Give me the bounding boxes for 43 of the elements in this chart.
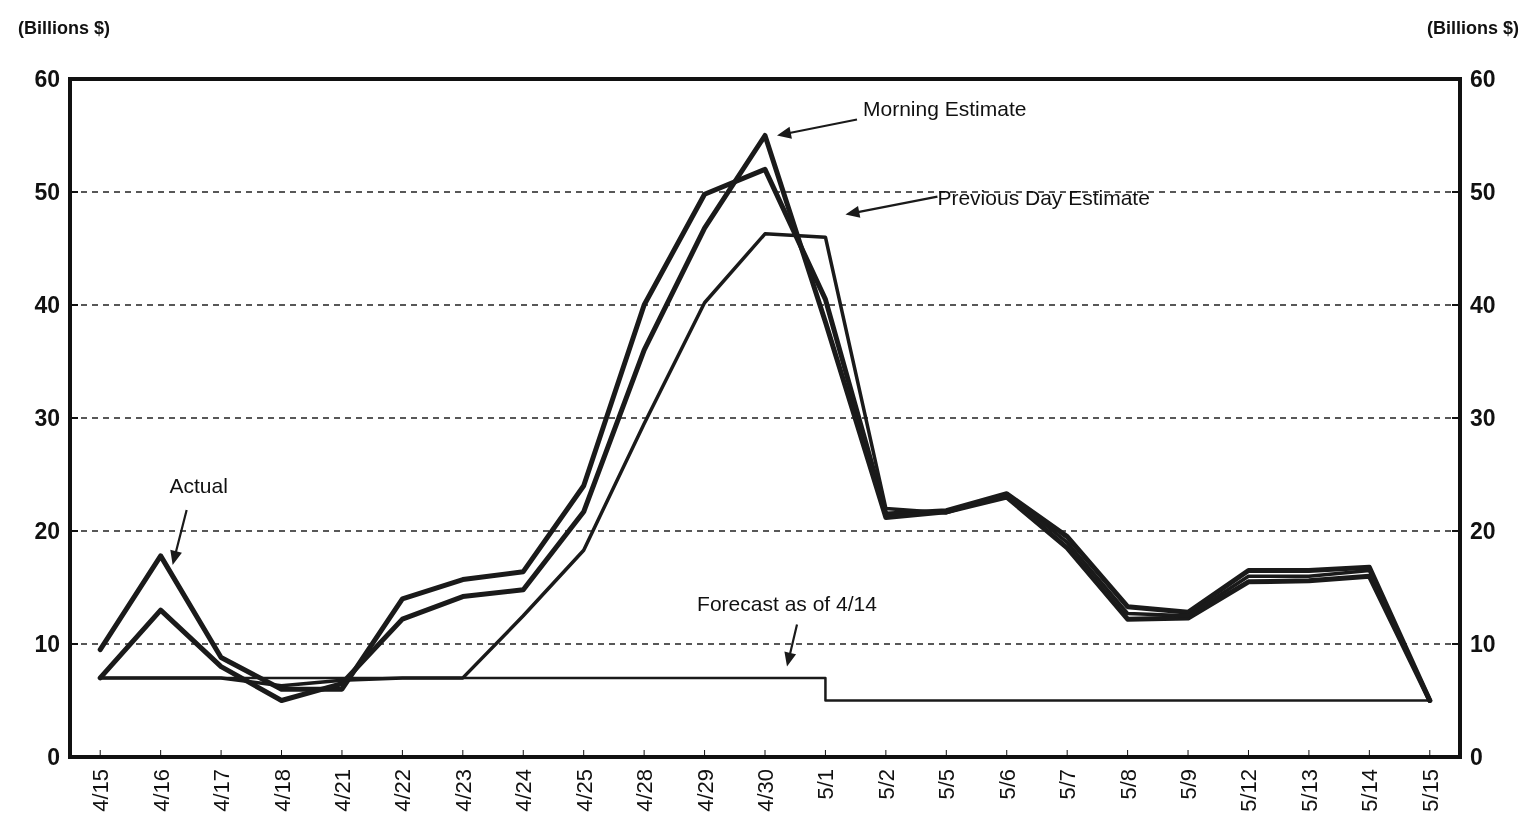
y2-tick-label: 50 <box>1470 179 1496 205</box>
y2-tick-label: 30 <box>1470 405 1496 431</box>
x-tick-label: 5/8 <box>1115 769 1141 800</box>
x-tick-label: 5/12 <box>1236 769 1262 812</box>
annotation: Forecast as of 4/14 <box>697 591 878 615</box>
x-tick-label: 4/16 <box>148 769 174 812</box>
x-tick-label: 4/17 <box>209 769 235 812</box>
x-tick-label: 4/24 <box>511 769 537 812</box>
x-tick-label: 5/6 <box>994 769 1020 800</box>
y-tick-label: 0 <box>47 744 60 770</box>
y2-tick-label: 0 <box>1470 744 1483 770</box>
y-tick-label: 60 <box>34 66 60 92</box>
y-tick-label: 30 <box>34 405 60 431</box>
x-tick-label: 4/18 <box>269 769 295 812</box>
x-tick-label: 5/2 <box>873 769 899 800</box>
x-tick-label: 4/23 <box>450 769 476 812</box>
x-tick-label: 5/7 <box>1055 769 1081 800</box>
y-axis-title: (Billions $) <box>18 18 111 38</box>
x-tick-label: 4/22 <box>390 769 416 812</box>
x-tick-label: 5/1 <box>813 769 839 800</box>
x-tick-label: 4/29 <box>692 769 718 812</box>
y-tick-label: 10 <box>34 631 60 657</box>
y-tick-label: 50 <box>34 179 60 205</box>
x-tick-label: 5/5 <box>934 769 960 800</box>
y2-tick-label: 60 <box>1470 66 1496 92</box>
annotation: Actual <box>169 473 228 497</box>
x-tick-label: 5/13 <box>1296 769 1322 812</box>
y2-tick-label: 10 <box>1470 631 1496 657</box>
x-tick-label: 5/15 <box>1417 769 1443 812</box>
y-tick-label: 20 <box>34 518 60 544</box>
x-tick-label: 5/9 <box>1176 769 1202 800</box>
x-tick-label: 4/25 <box>571 769 597 812</box>
y2-axis-title: (Billions $) <box>1426 18 1519 38</box>
x-tick-label: 4/21 <box>329 769 355 812</box>
x-tick-label: 5/14 <box>1357 769 1383 812</box>
y2-tick-label: 40 <box>1470 292 1496 318</box>
x-tick-label: 4/28 <box>632 769 658 812</box>
annotation: Previous Day Estimate <box>937 185 1150 209</box>
x-tick-label: 4/15 <box>88 769 114 812</box>
y2-tick-label: 20 <box>1470 518 1496 544</box>
annotation: Morning Estimate <box>863 96 1027 120</box>
x-tick-label: 4/30 <box>753 769 778 812</box>
y-tick-label: 40 <box>34 292 60 318</box>
